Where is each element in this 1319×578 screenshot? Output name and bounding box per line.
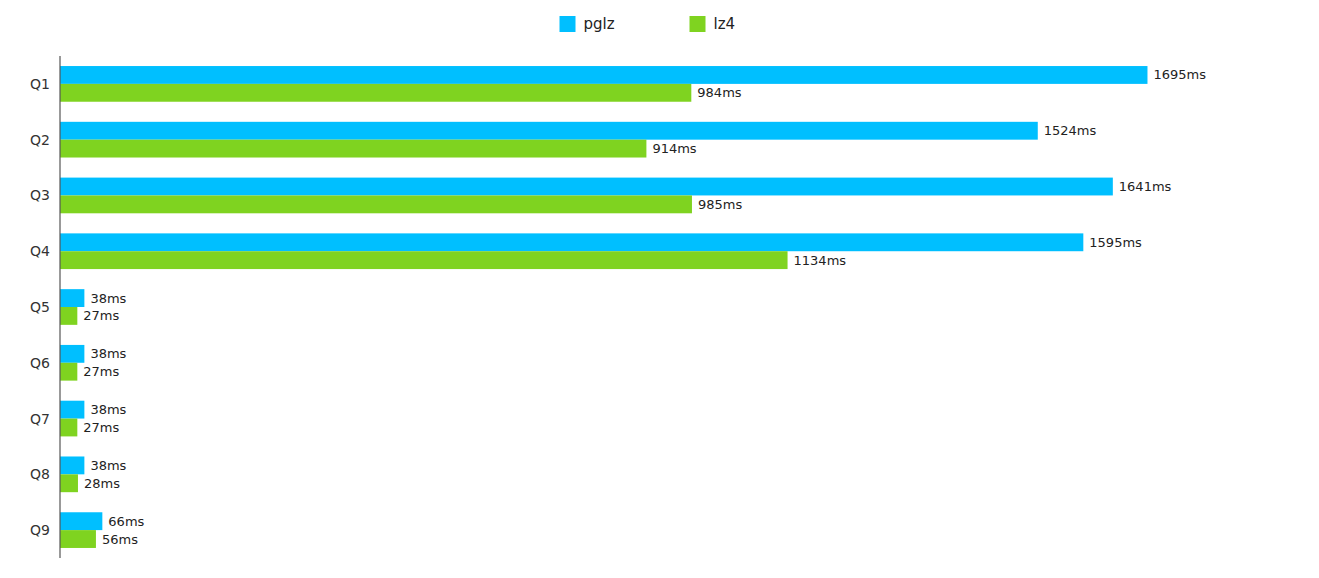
- bar: [60, 178, 1113, 196]
- data-labels: 1695ms 1524ms 1641ms 1595ms 38ms 38ms 38ms 38ms…: [83, 67, 1206, 546]
- y-tick-label: Q3: [30, 187, 50, 203]
- bar: [60, 195, 692, 213]
- bar: [60, 345, 84, 363]
- bar: [60, 530, 96, 548]
- legend-label: pglz: [584, 15, 615, 33]
- bar: [60, 512, 102, 530]
- y-axis-line: [59, 56, 60, 558]
- data-label: 1524ms: [1044, 123, 1097, 138]
- y-tick-label: Q1: [30, 76, 50, 92]
- bars: [60, 66, 1147, 548]
- bar: [60, 474, 78, 492]
- bar: [60, 84, 691, 102]
- data-label: 27ms: [83, 364, 119, 379]
- legend: pglz lz4: [560, 15, 736, 33]
- data-label: 27ms: [83, 420, 119, 435]
- data-label: 1641ms: [1119, 179, 1172, 194]
- bar: [60, 251, 788, 269]
- data-label: 1134ms: [794, 253, 847, 268]
- data-label: 38ms: [90, 402, 126, 417]
- y-tick-label: Q7: [30, 411, 50, 427]
- data-label: 56ms: [102, 532, 138, 547]
- data-label: 66ms: [108, 514, 144, 529]
- data-label: 985ms: [698, 197, 742, 212]
- y-tick-label: Q5: [30, 299, 50, 315]
- legend-swatch: [690, 16, 706, 32]
- data-label: 38ms: [90, 458, 126, 473]
- chart-container: 1695ms 1524ms 1641ms 1595ms 38ms 38ms 38ms 38ms…: [0, 0, 1319, 578]
- y-tick-label: Q4: [30, 243, 50, 259]
- data-label: 28ms: [84, 476, 120, 491]
- y-axis: Q1 Q2 Q3 Q4 Q5 Q6 Q7 Q8 Q9: [30, 56, 60, 558]
- bar: [60, 401, 84, 419]
- bar: [60, 140, 646, 158]
- bar: [60, 233, 1083, 251]
- data-label: 1595ms: [1089, 235, 1142, 250]
- bar: [60, 289, 84, 307]
- chart-svg: 1695ms 1524ms 1641ms 1595ms 38ms 38ms 38ms 38ms…: [0, 0, 1319, 578]
- data-label: 914ms: [652, 141, 696, 156]
- y-tick-label: Q9: [30, 522, 50, 538]
- y-tick-label: Q6: [30, 355, 50, 371]
- y-tick-label: Q8: [30, 466, 50, 482]
- legend-swatch: [560, 16, 576, 32]
- data-label: 984ms: [697, 85, 741, 100]
- y-tick-label: Q2: [30, 132, 50, 148]
- data-label: 38ms: [90, 346, 126, 361]
- bar: [60, 456, 84, 474]
- bar: [60, 307, 77, 325]
- bar: [60, 419, 77, 437]
- data-label: 38ms: [90, 291, 126, 306]
- data-label: 1695ms: [1153, 67, 1206, 82]
- bar: [60, 122, 1038, 140]
- bar: [60, 363, 77, 381]
- data-label: 27ms: [83, 308, 119, 323]
- legend-label: lz4: [714, 15, 736, 33]
- bar: [60, 66, 1147, 84]
